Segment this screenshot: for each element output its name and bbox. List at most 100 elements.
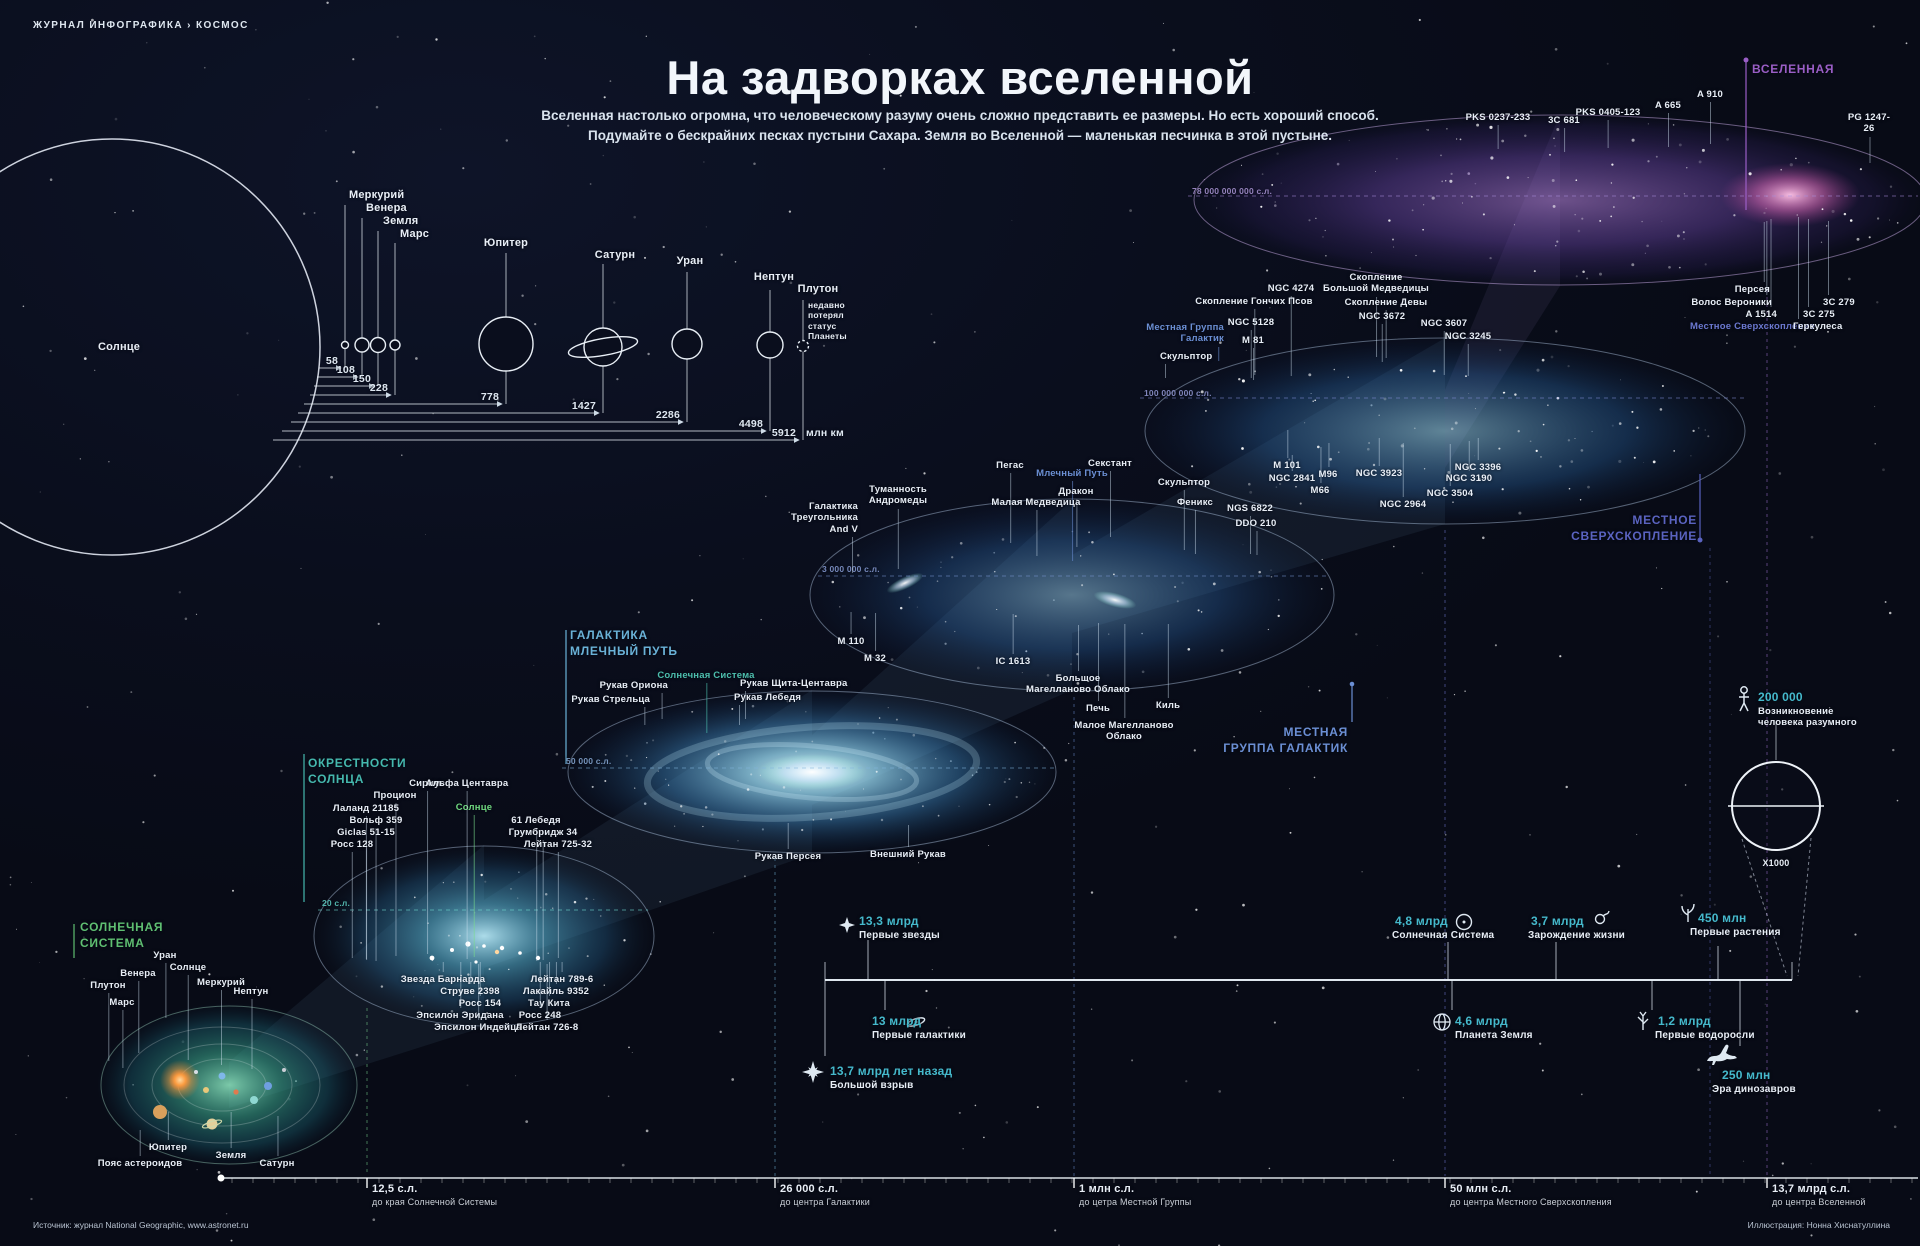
scale-ruler [217, 1174, 1918, 1188]
universe-scale-label: 78 000 000 000 с.л. [1192, 186, 1273, 196]
solar-system-header: СОЛНЕЧНАЯ СИСТЕМА [80, 920, 164, 950]
arm-label: Рукав Лебедя [734, 692, 802, 727]
ruler-tick-label: до цетра Местной Группы [1079, 1197, 1192, 1207]
object-label: Волос Вероники [1691, 218, 1772, 308]
milky-way-ellipse [562, 688, 1060, 856]
planet-label-saturn: Сатурн [594, 249, 636, 261]
star-label: Росс 248 [518, 960, 562, 1021]
object-label: NGC 3923 [1355, 436, 1403, 479]
arm-label: Рукав Стрельца [571, 694, 650, 727]
object-label: NGC 3504 [1426, 442, 1474, 499]
event-value: 200 000 [1758, 690, 1803, 704]
event-label: Зарождение жизни [1528, 930, 1626, 941]
star-label: Лейтан 725-32 [523, 839, 593, 963]
illustrator-credit: Иллюстрация: Нонна Хиснатуллина [1747, 1220, 1890, 1230]
star-label: Альфа Центавра [425, 778, 509, 966]
star-label: Giclas 51-15 [337, 827, 395, 966]
milky-way-header: ГАЛАКТИКА МЛЕЧНЫЙ ПУТЬ [570, 628, 678, 658]
universe-ellipse [1188, 112, 1920, 288]
supercluster-scale-label: 100 000 000 с.л. [1144, 388, 1212, 398]
first-life-icon [1594, 910, 1610, 925]
ruler-guides [366, 290, 1768, 1176]
star-label: Лейтан 726-8 [515, 961, 579, 1033]
algae-icon [1637, 1011, 1649, 1030]
object-label: NGC 3607 [1420, 318, 1468, 378]
planet-label-mars: Марс [400, 228, 430, 240]
solar-system-ellipse [97, 1003, 361, 1167]
object-label: Галактика Треугольника And V [791, 501, 858, 574]
object-label: Скопление Гончих Псов [1195, 296, 1313, 379]
object-label: Феникс [1176, 497, 1214, 557]
distance-uranus: 2286 [655, 409, 680, 421]
big-bang-icon [802, 1061, 824, 1083]
star-label: Струве 2398 [440, 961, 500, 997]
object-label: PG 1247-26 [1844, 112, 1895, 163]
star-label: Эпсилон Эридана [416, 960, 504, 1021]
object-label: PKS 0237-233 [1465, 112, 1531, 151]
planet-label-uranus: Уран [676, 255, 704, 267]
star-label: Росс 128 [330, 839, 374, 963]
object-label: NGC 3396 [1454, 437, 1502, 473]
star-label: Грумбридж 34 [508, 827, 578, 966]
object-label: Скопление Девы [1344, 297, 1428, 361]
object-label: Персея [1734, 219, 1770, 295]
object-label: M 32 [864, 611, 886, 664]
ruler-tick-label: до края Солнечной Системы [372, 1197, 498, 1207]
source-credit: Источник: журнал National Geographic, ww… [33, 1220, 249, 1230]
distance-pluto: 5912 [771, 427, 796, 439]
local-group-scale-label: 3 000 000 с.л. [822, 564, 880, 574]
timeline-art [802, 686, 1824, 1083]
object-label: M 101 [1273, 428, 1301, 471]
object-label: NGS 6822 [1227, 503, 1273, 557]
object-label: Скопление Большой Медведицы [1323, 272, 1429, 356]
first-plants-icon [1681, 903, 1695, 922]
distance-mercury: 58 [325, 355, 338, 367]
star-label: Лаланд 21185 [332, 803, 400, 965]
event-value: 13 млрд [872, 1014, 922, 1028]
ruler-tick-label: до центра Галактики [780, 1197, 871, 1207]
object-label: M 110 [837, 611, 865, 647]
first-galaxies-icon [906, 1017, 926, 1027]
solar-system-icon [1455, 913, 1473, 931]
local-group-header: МЕСТНАЯ ГРУППА ГАЛАКТИК [1223, 725, 1348, 755]
object-label: Скульптор [1160, 351, 1213, 380]
neighborhood-header: ОКРЕСТНОСТИ СОЛНЦА [308, 756, 407, 786]
object-label: M 81 [1242, 335, 1264, 383]
neighborhood-scale-label: 20 с.л. [322, 898, 351, 908]
event-label: Солнечная Система [1392, 930, 1495, 941]
object-label: PKS 0405-123 [1575, 107, 1641, 150]
distance-unit: млн км [806, 427, 844, 439]
section-connectors [73, 57, 1749, 958]
distance-mars: 228 [369, 382, 388, 394]
object-label: Скульптор [1157, 477, 1211, 553]
ruler-tick-label: до центра Вселенной [1772, 1197, 1866, 1207]
star-label: 61 Лебедя [511, 815, 561, 967]
magnifier-scale-label: X1000 [1762, 858, 1790, 868]
object-label: 3C 681 [1548, 115, 1580, 154]
distance-earth: 150 [352, 373, 371, 385]
magnifier [1728, 722, 1824, 977]
object-label: Туманность Андромеды [868, 484, 928, 568]
star-label-sun: Солнце [455, 802, 493, 963]
milky-way-scale-label: 50 000 с.л. [566, 756, 612, 766]
object-label-neptune: Нептун [233, 986, 269, 1073]
event-label: Первые звезды [859, 930, 940, 941]
object-label: NGC 5128 [1227, 317, 1275, 381]
object-label: M96 [1318, 442, 1338, 480]
event-label: Первые водоросли [1655, 1030, 1755, 1041]
supercluster-ellipse [1140, 335, 1749, 527]
object-label-earth: Земля [215, 1110, 247, 1161]
event-value: 450 млн [1698, 911, 1747, 925]
object-label-pluto: Плутон [90, 980, 126, 1065]
object-label: Киль [1155, 621, 1181, 711]
star-label: Вольф 359 [349, 815, 403, 967]
event-label: Большой взрыв [830, 1080, 914, 1091]
ruler-tick-value: 1 млн с.л. [1079, 1183, 1135, 1195]
star-label: Процион [373, 790, 417, 963]
event-label: Планета Земля [1455, 1030, 1533, 1041]
page-title: На задворках вселенной [666, 51, 1254, 104]
star-label: Лакайль 9352 [522, 961, 590, 997]
universe-header: ВСЕЛЕННАЯ [1752, 62, 1835, 76]
local-group-ellipse [806, 496, 1338, 694]
